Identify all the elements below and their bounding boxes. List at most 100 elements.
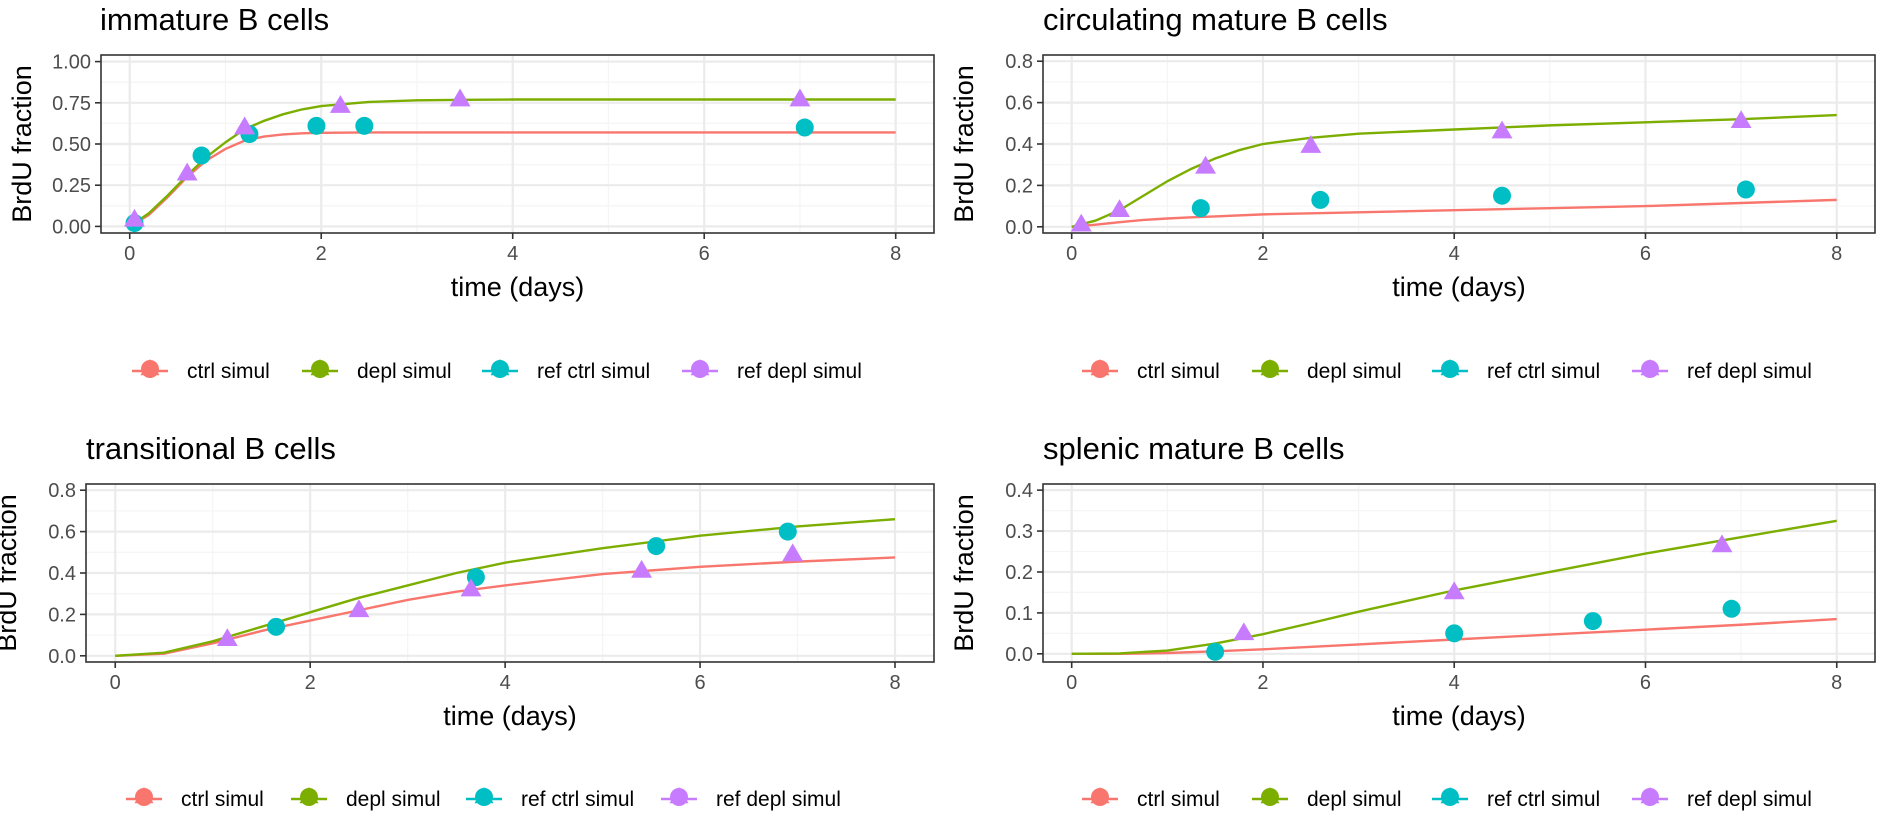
x-tick-label: 4 [1449,243,1460,265]
legend-label: ref depl simul [737,360,862,383]
y-tick-label: 0.2 [1005,562,1033,584]
data-point-ref-ctrl-simul [1311,190,1330,209]
x-tick-label: 6 [699,243,710,265]
x-axis-label: time (days) [1392,272,1526,302]
series-line-ctrl-simul [1071,198,1837,228]
legend-label: ref depl simul [1687,788,1812,811]
data-point-ref-ctrl-simul [355,116,374,135]
data-point-ref-depl-simul [1443,581,1465,600]
x-tick-label: 0 [1066,672,1077,694]
y-tick-label: 0.1 [1005,603,1033,625]
y-tick-label: 0.2 [1005,175,1033,197]
legend-item-depl-simul: depl simul [1252,787,1402,811]
data-point-ref-depl-simul [1195,155,1217,174]
x-axis-label: time (days) [443,701,577,731]
data-point-ref-ctrl-simul [795,118,814,137]
legend-key-triangle [474,787,494,804]
legend-key-triangle [1640,359,1660,376]
legend-label: depl simul [346,788,441,811]
data-point-ref-depl-simul [216,628,238,647]
legend-label: ctrl simul [187,360,270,383]
y-tick-label: 0.2 [48,604,76,626]
data-point-ref-ctrl-simul [267,617,286,636]
axes: 0 2 4 6 8 0.0 0.1 0.2 0.3 0.4 time (days) BrdU frac… [949,480,1842,731]
y-tick-label: 0.25 [52,175,91,197]
data-point-ref-depl-simul [460,578,482,597]
x-tick-label: 0 [110,672,121,694]
grid-lines [101,55,934,233]
y-tick-label: 0.0 [48,646,76,668]
legend-key-triangle [299,787,319,804]
series-line-depl-simul [1071,519,1837,656]
y-tick-label: 0.3 [1005,521,1033,543]
data-point-ref-depl-simul [1109,199,1130,218]
legend-item-ref-ctrl-simul: ref ctrl simul [1432,787,1600,811]
y-tick-label: 0.8 [48,480,76,502]
x-tick-label: 0 [1066,243,1077,265]
y-axis-label: BrdU fraction [949,494,979,652]
data-point-ref-depl-simul [449,88,471,107]
legend-item-ctrl-simul: ctrl simul [126,787,264,811]
legend-label: ref depl simul [1687,360,1812,383]
series-line-ctrl-simul [115,556,896,657]
x-tick-label: 4 [500,672,511,694]
legend-label: ref ctrl simul [537,360,650,383]
legend-item-ctrl-simul: ctrl simul [1082,359,1220,383]
data-point-ref-ctrl-simul [1583,612,1602,631]
legend-item-depl-simul: depl simul [302,359,452,383]
panel-immature-b-cells: immature B cells 0 2 4 6 8 0.00 0.25 0.50 0.75 1.0… [7,2,935,383]
data-point-ref-depl-simul [1491,120,1513,139]
legend-key-triangle [310,359,330,376]
series-line-depl-simul [115,517,896,657]
axes: 0 2 4 6 8 0.0 0.2 0.4 0.6 0.8 time (days) BrdU frac… [949,51,1842,302]
points-layer [124,88,814,233]
legend-label: depl simul [1307,360,1402,383]
legend: ctrl simul depl simul ref ctrl simul ref de… [1082,359,1812,383]
y-tick-label: 0.50 [52,134,91,156]
y-tick-label: 0.4 [1005,134,1033,156]
legend-item-ref-depl-simul: ref depl simul [1632,787,1812,811]
data-point-ref-depl-simul [631,559,653,578]
y-tick-label: 1.00 [52,52,91,74]
data-point-ref-depl-simul [1070,213,1092,232]
x-tick-label: 2 [316,243,327,265]
data-point-ref-ctrl-simul [1206,642,1225,661]
y-tick-label: 0.4 [48,563,76,585]
data-point-ref-depl-simul [1300,135,1322,153]
data-point-ref-ctrl-simul [778,522,797,541]
legend-item-ref-ctrl-simul: ref ctrl simul [1432,359,1600,383]
legend-key-triangle [1440,359,1460,376]
legend-key-triangle [1090,787,1110,804]
axes: 0 2 4 6 8 0.00 0.25 0.50 0.75 1.00 time (days) BrdU… [7,52,901,302]
legend-item-ctrl-simul: ctrl simul [132,359,270,383]
legend-item-ref-ctrl-simul: ref ctrl simul [482,359,650,383]
y-tick-label: 0.4 [1005,480,1033,502]
legend-key-triangle [1090,359,1110,376]
legend-item-ref-ctrl-simul: ref ctrl simul [466,787,634,811]
data-point-ref-depl-simul [348,599,370,618]
y-axis-label: BrdU fraction [0,494,22,652]
legend-label: ref ctrl simul [1487,788,1600,811]
y-tick-label: 0.00 [52,216,91,238]
points-layer [1206,534,1741,661]
y-axis-label: BrdU fraction [949,65,979,223]
x-tick-label: 4 [507,243,518,265]
y-tick-label: 0.6 [48,522,76,544]
legend-key-triangle [1640,787,1660,804]
x-tick-label: 2 [305,672,316,694]
legend: ctrl simul depl simul ref ctrl simul ref de… [1082,787,1812,811]
y-tick-label: 0.0 [1005,644,1033,666]
legend-item-ref-depl-simul: ref depl simul [661,787,841,811]
legend-key-triangle [1260,787,1280,804]
x-axis-label: time (days) [1392,701,1526,731]
data-point-ref-depl-simul [1233,622,1255,641]
data-point-ref-depl-simul [329,95,351,113]
legend-label: depl simul [357,360,452,383]
legend-item-ref-depl-simul: ref depl simul [682,359,862,383]
legend-key-triangle [669,787,689,804]
series-layer [115,517,896,657]
data-point-ref-depl-simul [1730,110,1752,129]
series-layer [1071,113,1837,228]
